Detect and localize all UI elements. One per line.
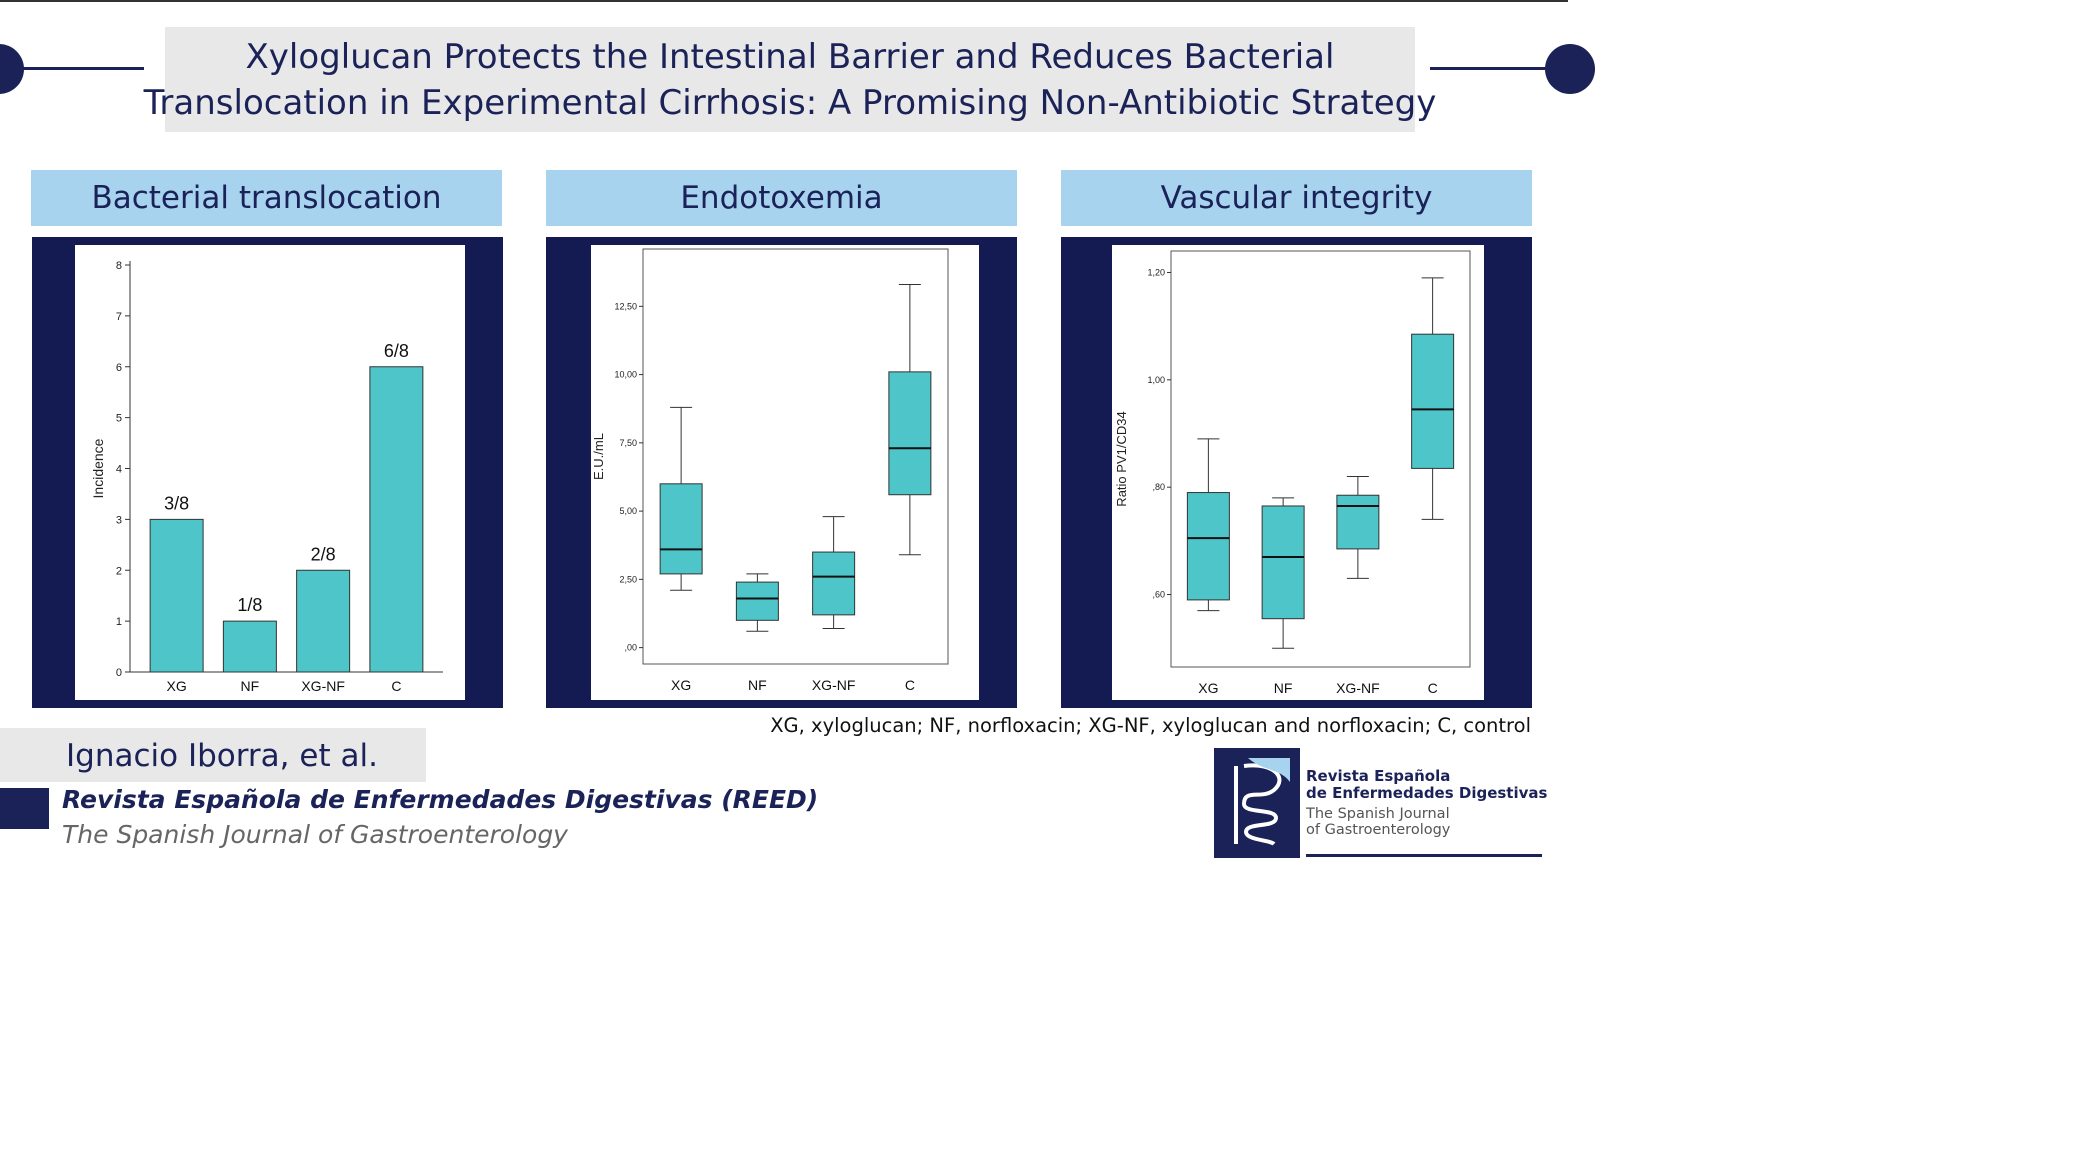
logo-line-1: Revista Española — [1306, 767, 1451, 785]
x-tick-label: XG-NF — [812, 677, 856, 693]
y-tick-label: 5,00 — [619, 506, 637, 516]
y-tick-label: 1 — [116, 616, 122, 628]
title-line-2: Translocation in Experimental Cirrhosis:… — [143, 82, 1437, 123]
data-label-xg: 3/8 — [164, 493, 189, 513]
y-tick-label: 2,50 — [619, 574, 637, 584]
box-xg-nf — [812, 551, 856, 616]
x-tick-label: XG — [1198, 680, 1218, 696]
x-tick-label: NF — [748, 677, 767, 693]
bar-chart-incidence: 0 1 2 3 4 5 6 7 8 Incidence 3/8 XG 1/8 NF 2/8 XG-NF 6/8 C — [90, 260, 443, 694]
y-tick-label: 1,20 — [1147, 267, 1165, 277]
box-c — [888, 371, 932, 496]
bar-xg-nf — [296, 569, 351, 673]
box-xg — [1186, 492, 1230, 601]
x-tick-label: XG-NF — [301, 678, 345, 694]
logo-text-primary: Revista Española de Enfermedades Digesti… — [1306, 768, 1547, 802]
abbreviations-footnote: XG, xyloglucan; NF, norfloxacin; XG-NF, … — [770, 714, 1531, 737]
y-tick-label: 1,00 — [1147, 375, 1165, 385]
panel-heading-endotoxemia: Endotoxemia — [546, 170, 1017, 226]
logo-emblem — [1214, 748, 1300, 858]
logo-line-4: of Gastroenterology — [1306, 822, 1451, 838]
title-banner: Xyloglucan Protects the Intestinal Barri… — [144, 27, 1436, 132]
author-text: Ignacio Iborra, et al. — [66, 738, 378, 774]
y-tick-label: 4 — [116, 464, 122, 476]
x-tick-label: NF — [241, 678, 260, 694]
chart-card-3: ,60 ,80 1,00 1,20 Ratio PV1/CD34 XG NF XG-NF C — [1112, 245, 1484, 700]
y-tick-label: 0 — [116, 667, 122, 679]
panel-frame-vascular-integrity: ,60 ,80 1,00 1,20 Ratio PV1/CD34 XG NF XG-NF C — [1061, 237, 1532, 708]
box-nf — [735, 581, 779, 621]
y-tick-label: 6 — [116, 362, 122, 374]
journal-subtitle: The Spanish Journal of Gastroenterology — [62, 820, 568, 849]
author-banner — [0, 728, 426, 782]
y-axis-label: Incidence — [90, 438, 106, 498]
title-line-1: Xyloglucan Protects the Intestinal Barri… — [245, 36, 1335, 77]
y-tick-label: 2 — [116, 565, 122, 577]
data-label-nf: 1/8 — [237, 595, 262, 615]
x-tick-label: XG — [167, 678, 187, 694]
box-xg-nf — [1336, 494, 1380, 550]
y-tick-label: 7 — [116, 311, 122, 323]
chart-card-1: 0 1 2 3 4 5 6 7 8 Incidence 3/8 XG 1/8 NF 2/8 XG-NF 6/8 C — [75, 245, 465, 700]
bar-xg — [149, 518, 204, 673]
box-c — [1411, 333, 1455, 469]
top-rule — [0, 0, 1568, 2]
panel-heading-vascular-integrity: Vascular integrity — [1061, 170, 1532, 226]
x-tick-label: C — [905, 677, 915, 693]
y-tick-label: 8 — [116, 260, 122, 272]
x-tick-label: C — [1428, 680, 1438, 696]
plot-frame — [642, 248, 949, 665]
y-tick-label: ,60 — [1152, 590, 1165, 600]
panel-frame-bacterial-translocation: 0 1 2 3 4 5 6 7 8 Incidence 3/8 XG 1/8 NF 2/8 XG-NF 6/8 C — [32, 237, 503, 708]
y-tick-label: 3 — [116, 514, 122, 526]
y-tick-label: 10,00 — [614, 370, 637, 380]
plot-frame — [1170, 250, 1471, 668]
box-nf — [1261, 505, 1305, 620]
data-label-c: 6/8 — [384, 341, 409, 361]
bar-c — [369, 366, 424, 673]
y-tick-label: 7,50 — [619, 438, 637, 448]
box-xg — [659, 483, 703, 575]
logo-rule — [1306, 854, 1542, 857]
y-tick-label: ,00 — [624, 643, 637, 653]
y-tick-label: 12,50 — [614, 301, 637, 311]
chart-card-2: ,00 2,50 5,00 7,50 10,00 12,50 E.U./mL XG NF XG-N… — [591, 245, 979, 700]
x-tick-label: XG-NF — [1336, 680, 1380, 696]
digestive-tract-icon — [1222, 754, 1292, 852]
journal-accent-bar — [0, 788, 49, 829]
y-tick-label: ,80 — [1152, 482, 1165, 492]
logo-line-2: de Enfermedades Digestivas — [1306, 784, 1548, 802]
logo-text-secondary: The Spanish Journal of Gastroenterology — [1306, 806, 1450, 838]
right-decor-line — [1430, 67, 1568, 70]
left-decor-line — [0, 67, 144, 70]
data-label-xg-nf: 2/8 — [311, 544, 336, 564]
panel-heading-bacterial-translocation: Bacterial translocation — [31, 170, 502, 226]
x-tick-label: C — [391, 678, 401, 694]
y-axis-label: E.U./mL — [591, 433, 606, 480]
journal-title: Revista Española de Enfermedades Digesti… — [62, 785, 819, 814]
right-decor-dot — [1545, 44, 1595, 94]
panel-frame-endotoxemia: ,00 2,50 5,00 7,50 10,00 12,50 E.U./mL XG NF XG-N… — [546, 237, 1017, 708]
y-axis-label: Ratio PV1/CD34 — [1114, 411, 1129, 506]
journal-logo: Revista Española de Enfermedades Digesti… — [1214, 748, 1547, 858]
logo-line-3: The Spanish Journal — [1306, 806, 1450, 822]
box-chart-endotoxemia: ,00 2,50 5,00 7,50 10,00 12,50 E.U./mL XG NF XG-N… — [591, 248, 949, 693]
y-tick-label: 5 — [116, 413, 122, 425]
box-chart-vascular-integrity: ,60 ,80 1,00 1,20 Ratio PV1/CD34 XG NF XG-NF C — [1114, 250, 1471, 696]
x-tick-label: NF — [1274, 680, 1293, 696]
bar-nf — [222, 620, 277, 673]
x-tick-label: XG — [671, 677, 691, 693]
